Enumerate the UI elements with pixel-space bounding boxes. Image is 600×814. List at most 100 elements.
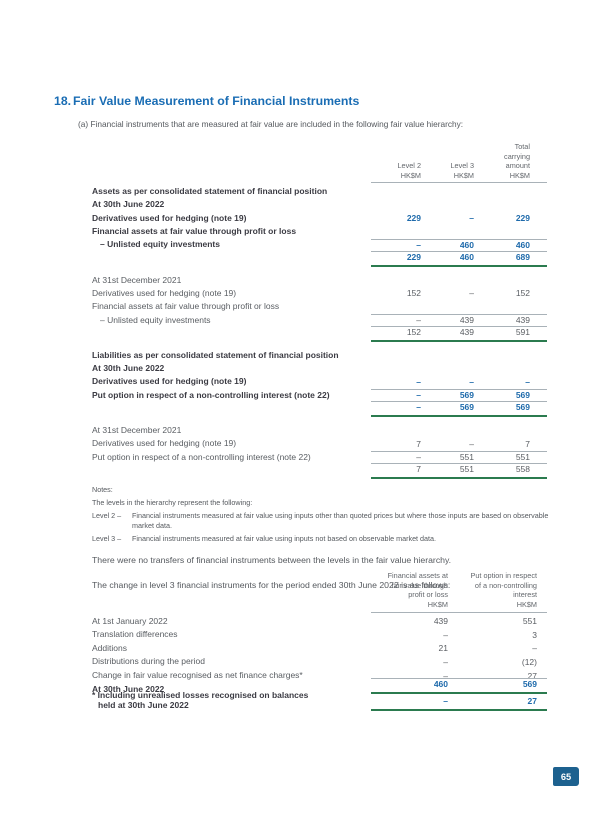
- table-row: At 31st December 2021: [92, 272, 547, 285]
- cell-value: 558: [515, 464, 530, 475]
- cell-value: 152: [406, 288, 421, 299]
- cell-value: 27: [527, 695, 537, 706]
- table-total-row: 229 460 689: [92, 250, 547, 267]
- cell-value: –: [469, 213, 474, 224]
- cell-value: –: [416, 239, 421, 250]
- cell-value: 439: [433, 616, 448, 627]
- table-row: Put option in respect of a non-controlli…: [92, 387, 547, 400]
- table-header-row: Financial assets at fair value through pr…: [92, 571, 547, 613]
- row-label: Put option in respect of a non-controlli…: [92, 451, 311, 462]
- cell-value: –: [469, 376, 474, 387]
- cell-value: –: [443, 629, 448, 640]
- page-title: Fair Value Measurement of Financial Inst…: [73, 94, 360, 108]
- cell-value: 551: [515, 452, 530, 463]
- cell-value: 21: [438, 643, 448, 654]
- table-row: – Unlisted equity investments – 439 439: [92, 312, 547, 325]
- cell-value: –: [416, 390, 421, 401]
- row-label: At 30th June 2022: [92, 199, 165, 210]
- row-label: Translation differences: [92, 629, 178, 640]
- level3-definition-text: Financial instruments measured at fair v…: [132, 533, 437, 543]
- table-row: Put option in respect of a non-controlli…: [92, 449, 547, 462]
- table-row: Assets as per consolidated statement of …: [92, 183, 547, 196]
- cell-value: 152: [406, 327, 421, 338]
- cell-value: –: [416, 452, 421, 463]
- row-label: Derivatives used for hedging (note 19): [92, 212, 247, 223]
- cell-value: –: [443, 695, 448, 706]
- row-label: Financial assets at fair value through p…: [92, 301, 280, 312]
- change-paragraph: The change in level 3 financial instrume…: [92, 580, 451, 590]
- row-label: At 1st January 2022: [92, 615, 168, 626]
- table-row: At 30th June 2022: [92, 197, 547, 210]
- column-header-level2: Level 2 HK$M: [397, 161, 421, 180]
- cell-value: 7: [416, 464, 421, 475]
- cell-value: 569: [459, 402, 474, 413]
- cell-value: 569: [515, 402, 530, 413]
- cell-value: 460: [433, 679, 448, 690]
- cell-value: –: [525, 376, 530, 387]
- page-number-badge: 65: [553, 767, 579, 786]
- row-label: Derivatives used for hedging (note 19): [92, 438, 237, 449]
- cell-value: 460: [459, 251, 474, 262]
- cell-value: –: [416, 315, 421, 326]
- cell-value: 229: [406, 213, 421, 224]
- cell-value: 569: [459, 390, 474, 401]
- fair-value-hierarchy-table: Level 2 HK$M Level 3 HK$M Total carrying am…: [92, 142, 547, 480]
- row-label: Assets as per consolidated statement of …: [92, 186, 328, 197]
- cell-value: 460: [515, 239, 530, 250]
- table-row: Derivatives used for hedging (note 19) 2…: [92, 210, 547, 224]
- level2-term: Level 2 –: [92, 510, 122, 520]
- table-row: Financial assets at fair value through p…: [92, 223, 547, 236]
- cell-value: 551: [459, 452, 474, 463]
- row-label: – Unlisted equity investments: [100, 314, 211, 325]
- row-label: At 30th June 2022: [92, 683, 165, 694]
- cell-value: –: [443, 656, 448, 667]
- column-header-total: Total carrying amount HK$M: [504, 142, 530, 180]
- column-header-put-option: Put option in respect of a non-controllin…: [470, 571, 537, 609]
- table-row: Translation differences – 3: [92, 626, 547, 640]
- cell-value: –: [532, 643, 537, 654]
- cell-value: –: [469, 288, 474, 299]
- cell-value: 3: [532, 629, 537, 640]
- section-heading: 18. Fair Value Measurement of Financial …: [54, 94, 359, 108]
- intro-text: (a) Financial instruments that are measu…: [78, 119, 464, 129]
- table-row: At 1st January 2022 439 551: [92, 613, 547, 627]
- table-row: Derivatives used for hedging (note 19) –…: [92, 374, 547, 387]
- cell-value: –: [469, 438, 474, 449]
- cell-value: 439: [459, 327, 474, 338]
- table-total-row: – 569 569: [92, 400, 547, 418]
- table-row: Derivatives used for hedging (note 19) 7…: [92, 436, 547, 449]
- cell-value: 591: [515, 327, 530, 338]
- cell-value: 7: [525, 438, 530, 449]
- table-row: Liabilities as per consolidated statemen…: [92, 347, 547, 360]
- cell-value: (12): [521, 656, 537, 667]
- cell-value: 551: [459, 464, 474, 475]
- level3-term: Level 3 –: [92, 533, 122, 543]
- row-label: Put option in respect of a non-controlli…: [92, 389, 330, 400]
- cell-value: 569: [522, 679, 537, 690]
- table-total-row: At 30th June 2022 460 569: [92, 678, 547, 695]
- row-label: Change in fair value recognised as net f…: [92, 670, 303, 681]
- table-row: Distributions during the period – (12): [92, 653, 547, 667]
- level2-definition: Level 2 – Financial instruments measured…: [92, 511, 552, 532]
- footnote-row: * Including unrealised losses recognised…: [92, 690, 547, 711]
- cell-value: 689: [515, 251, 530, 262]
- cell-value: 7: [416, 438, 421, 449]
- level3-definition: Level 3 – Financial instruments measured…: [92, 534, 552, 545]
- table-row: Change in fair value recognised as net f…: [92, 667, 547, 681]
- row-label: At 31st December 2021: [92, 274, 182, 285]
- row-label: – Unlisted equity investments: [100, 239, 220, 250]
- cell-value: 439: [459, 315, 474, 326]
- notes-intro: The levels in the hierarchy represent th…: [92, 497, 253, 507]
- notes-section: Notes: The levels in the hierarchy repre…: [92, 484, 552, 544]
- cell-value: 460: [459, 239, 474, 250]
- row-label: Derivatives used for hedging (note 19): [92, 376, 247, 387]
- cell-value: 439: [515, 315, 530, 326]
- column-header-financial-assets: Financial assets at fair value through pr…: [387, 571, 448, 609]
- footnote-label: * Including unrealised losses recognised…: [92, 690, 309, 710]
- table-row: At 31st December 2021: [92, 422, 547, 435]
- level2-definition-text: Financial instruments measured at fair v…: [132, 510, 549, 531]
- table-row: Derivatives used for hedging (note 19) 1…: [92, 285, 547, 299]
- section-number: 18.: [54, 94, 72, 108]
- table-row: At 30th June 2022: [92, 360, 547, 373]
- table-header-row: Level 2 HK$M Level 3 HK$M Total carrying am…: [92, 142, 547, 184]
